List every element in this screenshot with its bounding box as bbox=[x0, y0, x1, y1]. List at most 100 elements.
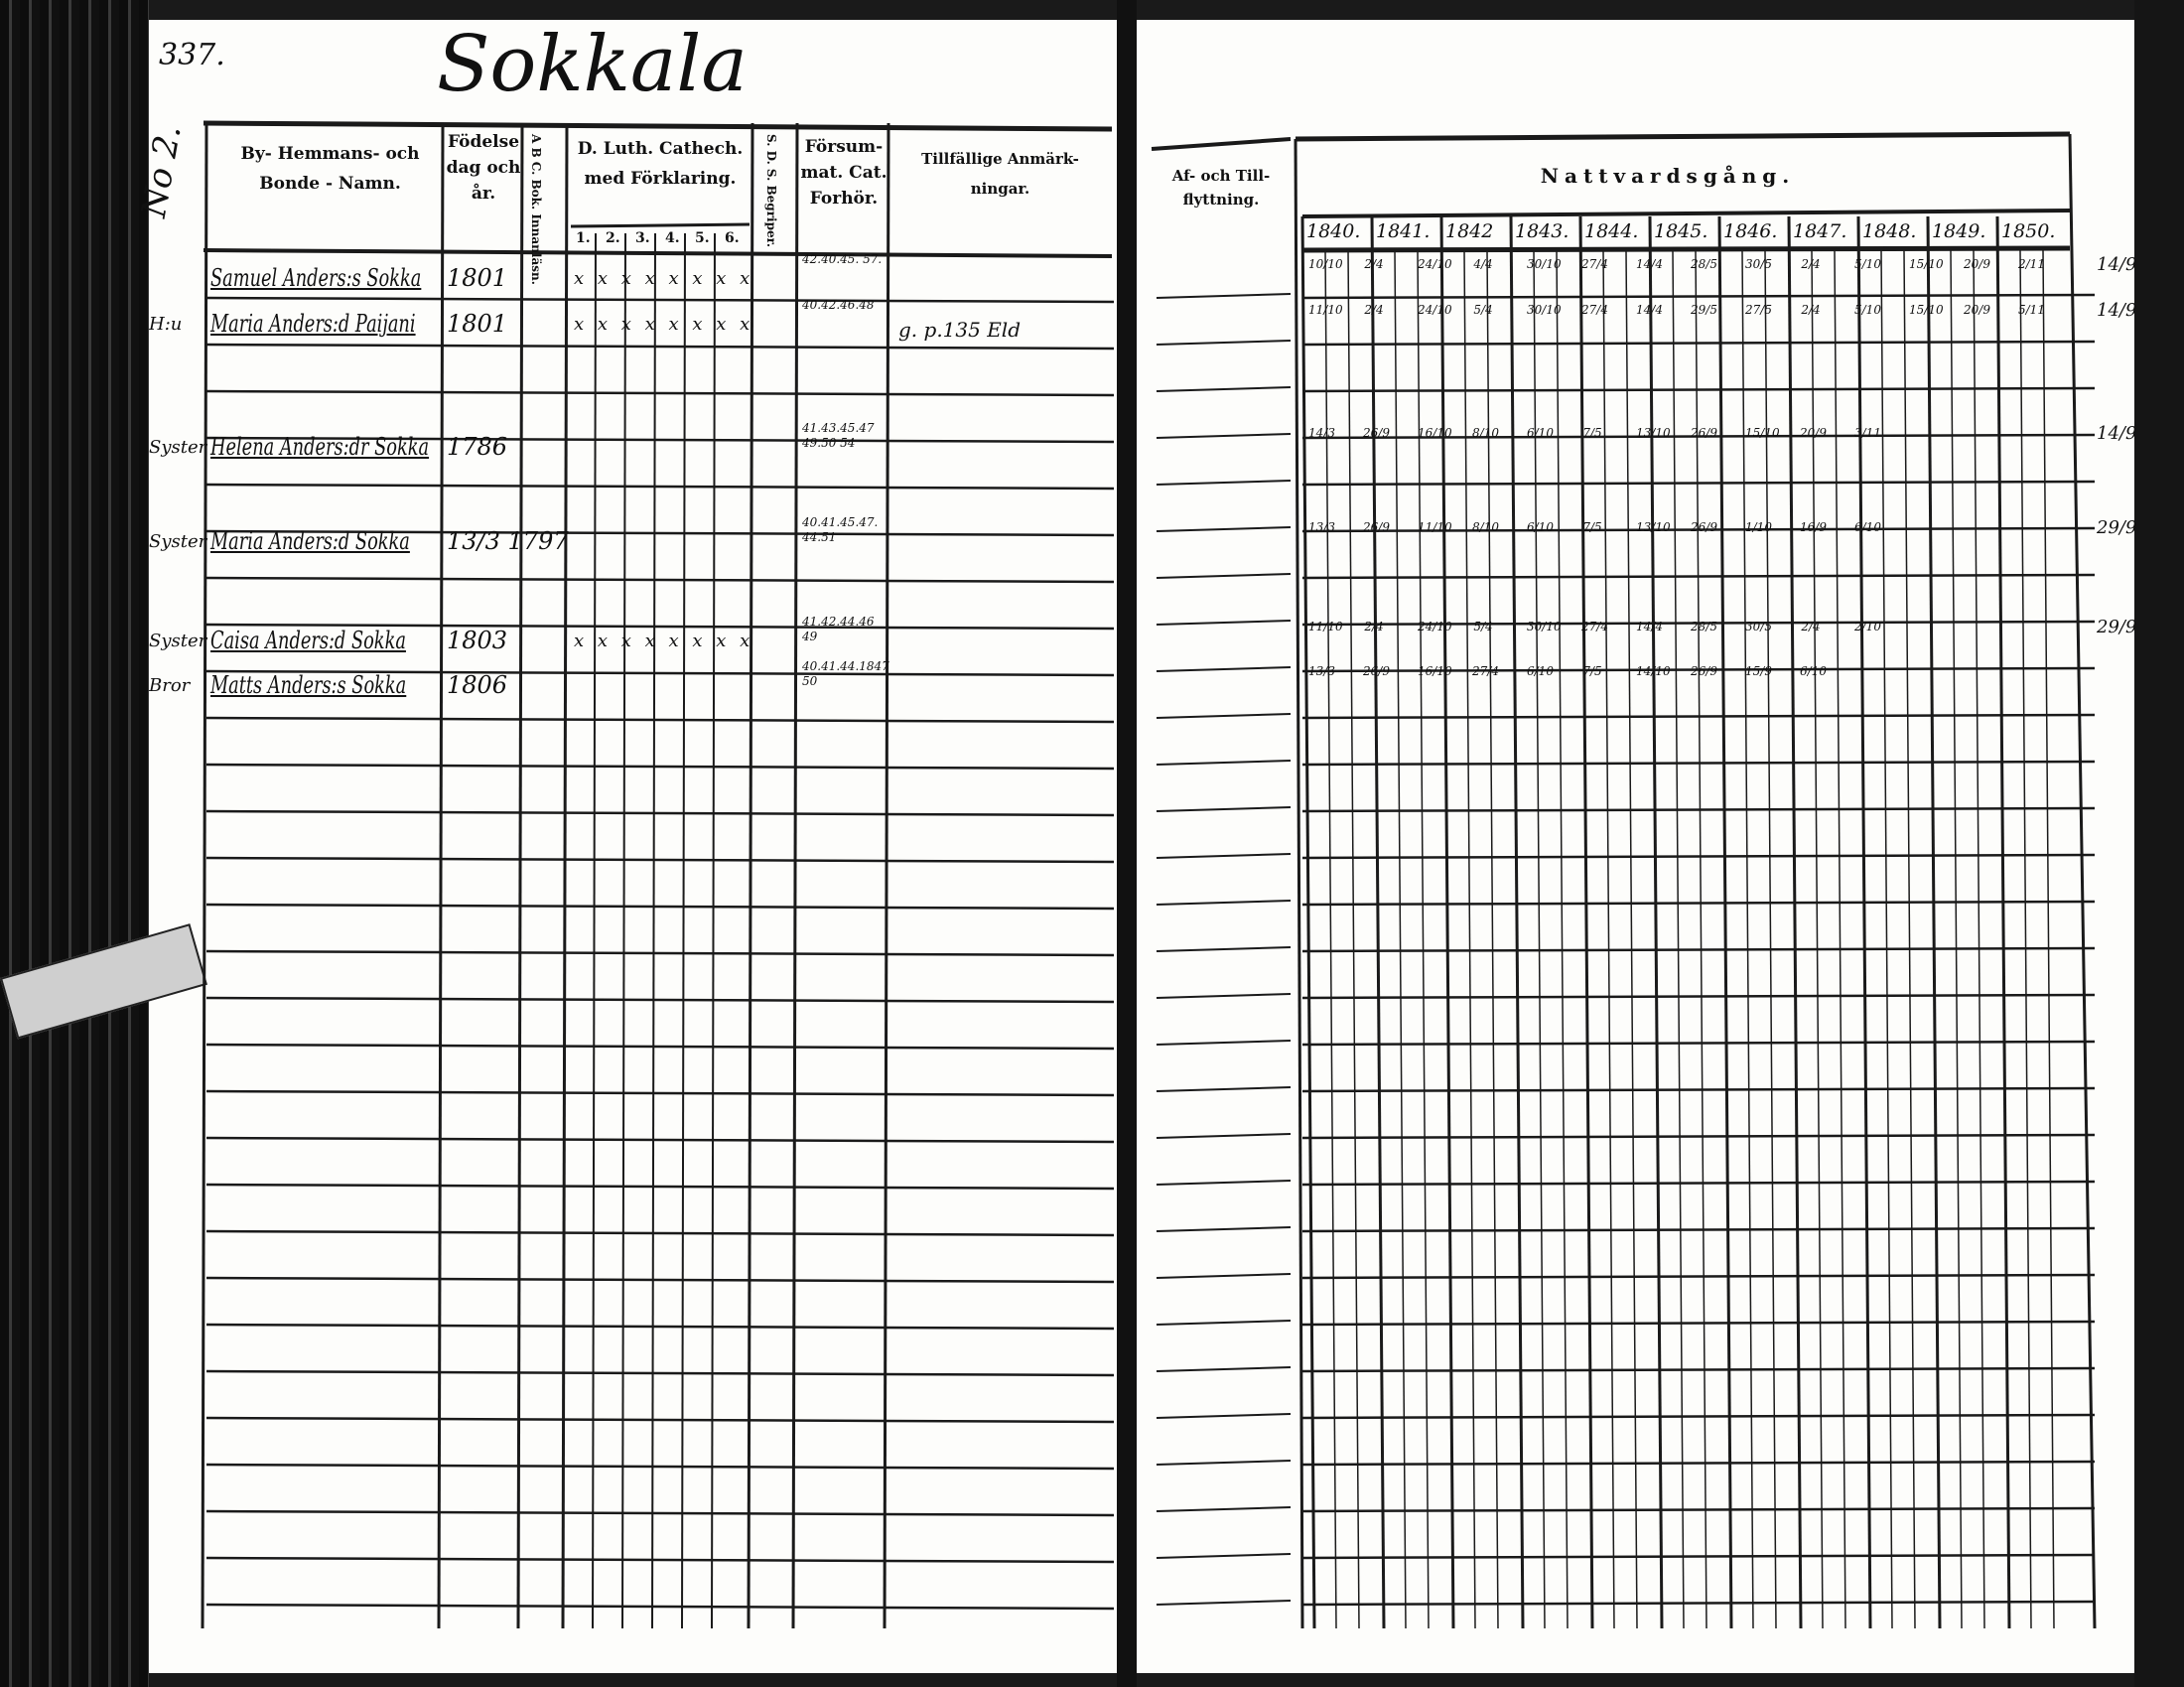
row-rule bbox=[205, 1043, 1115, 1051]
catechism-part-label: 4. bbox=[665, 230, 680, 246]
communion-date: 24/10 bbox=[1418, 620, 1452, 633]
year-label: 1841. bbox=[1376, 220, 1431, 242]
catechism-marks: x x x x x x x x bbox=[574, 314, 754, 335]
column-rule bbox=[201, 122, 208, 1629]
catechism-marks: x x x x x x x x bbox=[574, 631, 754, 651]
column-rule bbox=[1741, 249, 1754, 1629]
row-rule bbox=[1301, 433, 2096, 440]
header-moves: Af- och Till- flyttning. bbox=[1171, 167, 1271, 209]
communion-date: 30/10 bbox=[1527, 303, 1562, 317]
year-label: 1842 bbox=[1445, 220, 1494, 242]
column-rule bbox=[1856, 215, 1872, 1629]
year-label: 1844. bbox=[1584, 220, 1639, 242]
communion-date: 6/10 bbox=[1800, 664, 1827, 678]
communion-date: 15/10 bbox=[1909, 303, 1944, 317]
header-sds: S. D. S. Begriper. bbox=[764, 134, 778, 247]
row-rule bbox=[205, 1136, 1115, 1144]
row-rule bbox=[205, 529, 1115, 537]
communion-date: 24/10 bbox=[1418, 257, 1452, 271]
communion-date: 28/5 bbox=[1691, 620, 1717, 633]
book-binding bbox=[1117, 0, 1137, 1687]
column-rule bbox=[1439, 215, 1455, 1629]
communion-date: 30/10 bbox=[1527, 257, 1562, 271]
communion-date: 13/10 bbox=[1636, 426, 1671, 440]
column-rule bbox=[592, 232, 597, 1629]
row-rule bbox=[205, 809, 1115, 817]
column-rule bbox=[1370, 215, 1386, 1629]
communion-date: 14/10 bbox=[1636, 664, 1671, 678]
person-relation: H:u bbox=[149, 314, 183, 335]
year-label: 1849. bbox=[1932, 220, 1986, 242]
row-rule bbox=[1301, 293, 2096, 300]
header-top-rule bbox=[1151, 137, 1292, 151]
header-name: By- Hemmans- och Bonde - Namn. bbox=[240, 144, 420, 194]
column-rule bbox=[621, 232, 626, 1629]
row-rule bbox=[1156, 760, 1292, 766]
row-rule bbox=[205, 343, 1115, 351]
row-rule bbox=[1156, 480, 1292, 486]
row-rule bbox=[1301, 1180, 2096, 1187]
column-rule bbox=[1578, 215, 1594, 1629]
communion-date: 24/10 bbox=[1418, 303, 1452, 317]
communion-date: 14/3 bbox=[1308, 426, 1335, 440]
row-rule bbox=[205, 623, 1115, 631]
communion-date: 16/9 bbox=[1800, 520, 1827, 534]
missed-hearings: 41.43.45.47 49.50 54 bbox=[802, 421, 875, 450]
person-name: Maria Anders:d Paijani bbox=[210, 310, 416, 338]
row-rule bbox=[1301, 526, 2096, 533]
year-label: 1848. bbox=[1862, 220, 1917, 242]
row-rule bbox=[1301, 1133, 2096, 1140]
communion-date: 20/9 bbox=[1964, 303, 1990, 317]
communion-date: 28/5 bbox=[1691, 257, 1717, 271]
communion-date: 27/4 bbox=[1472, 664, 1499, 678]
column-rule bbox=[2019, 249, 2032, 1629]
catechism-marks: x x x x x x x x bbox=[574, 268, 754, 289]
row-rule bbox=[1156, 1180, 1292, 1186]
row-rule bbox=[1156, 1366, 1292, 1372]
communion-date: 26/9 bbox=[1363, 520, 1390, 534]
communion-date: 14/4 bbox=[1636, 303, 1663, 317]
communion-date: 2/4 bbox=[1364, 257, 1384, 271]
margin-date: 14/9 bbox=[2097, 300, 2137, 321]
row-rule bbox=[1156, 1506, 1292, 1512]
row-rule bbox=[1301, 1226, 2096, 1233]
communion-date: 2/4 bbox=[1801, 303, 1821, 317]
row-rule bbox=[1301, 1040, 2096, 1047]
communion-date: 2/10 bbox=[1854, 620, 1881, 633]
communion-date: 2/4 bbox=[1801, 257, 1821, 271]
row-rule bbox=[1301, 853, 2096, 860]
missed-hearings: 41.42.44.46 49 bbox=[802, 615, 875, 643]
column-rule bbox=[747, 122, 754, 1629]
row-rule bbox=[1301, 900, 2096, 907]
row-rule bbox=[1156, 1600, 1292, 1606]
column-rule bbox=[2042, 249, 2055, 1629]
left-page bbox=[149, 20, 1117, 1673]
row-rule bbox=[1301, 806, 2096, 813]
row-rule bbox=[1156, 806, 1292, 812]
communion-date: 20/9 bbox=[1964, 257, 1990, 271]
person-name: Samuel Anders:s Sokka bbox=[210, 264, 422, 292]
communion-date: 14/4 bbox=[1636, 620, 1663, 633]
person-birth-date: 13/3 1797 bbox=[447, 527, 569, 555]
row-rule bbox=[1156, 853, 1292, 859]
row-rule bbox=[1301, 1366, 2096, 1373]
communion-date: 20/9 bbox=[1800, 426, 1827, 440]
communion-date: 6/10 bbox=[1854, 520, 1881, 534]
header-abc: A B C. Bok. Innanläsn. bbox=[529, 134, 543, 285]
row-rule bbox=[1156, 293, 1292, 299]
communion-date: 7/5 bbox=[1582, 520, 1602, 534]
row-rule bbox=[1156, 1460, 1292, 1466]
catechism-part-label: 1. bbox=[576, 230, 591, 246]
column-rule bbox=[1973, 249, 1985, 1629]
column-rule bbox=[516, 122, 524, 1629]
column-rule bbox=[1787, 215, 1803, 1629]
year-label: 1847. bbox=[1793, 220, 1847, 242]
column-rule bbox=[1903, 249, 1916, 1629]
row-rule bbox=[205, 1603, 1115, 1611]
header-communion: Nattvardsgång. bbox=[1540, 164, 1796, 188]
communion-date: 2/4 bbox=[1801, 620, 1821, 633]
communion-date: 30/5 bbox=[1745, 620, 1772, 633]
row-rule bbox=[1156, 1086, 1292, 1092]
column-rule bbox=[791, 122, 799, 1629]
communion-date: 6/10 bbox=[1527, 426, 1554, 440]
